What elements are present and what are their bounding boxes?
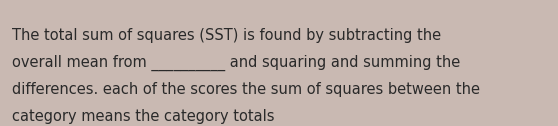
- Text: The total sum of squares (SST) is found by subtracting the: The total sum of squares (SST) is found …: [12, 28, 441, 43]
- Text: category means the category totals: category means the category totals: [12, 109, 275, 124]
- Text: overall mean from __________ and squaring and summing the: overall mean from __________ and squarin…: [12, 55, 460, 71]
- Text: differences. each of the scores the sum of squares between the: differences. each of the scores the sum …: [12, 82, 480, 97]
